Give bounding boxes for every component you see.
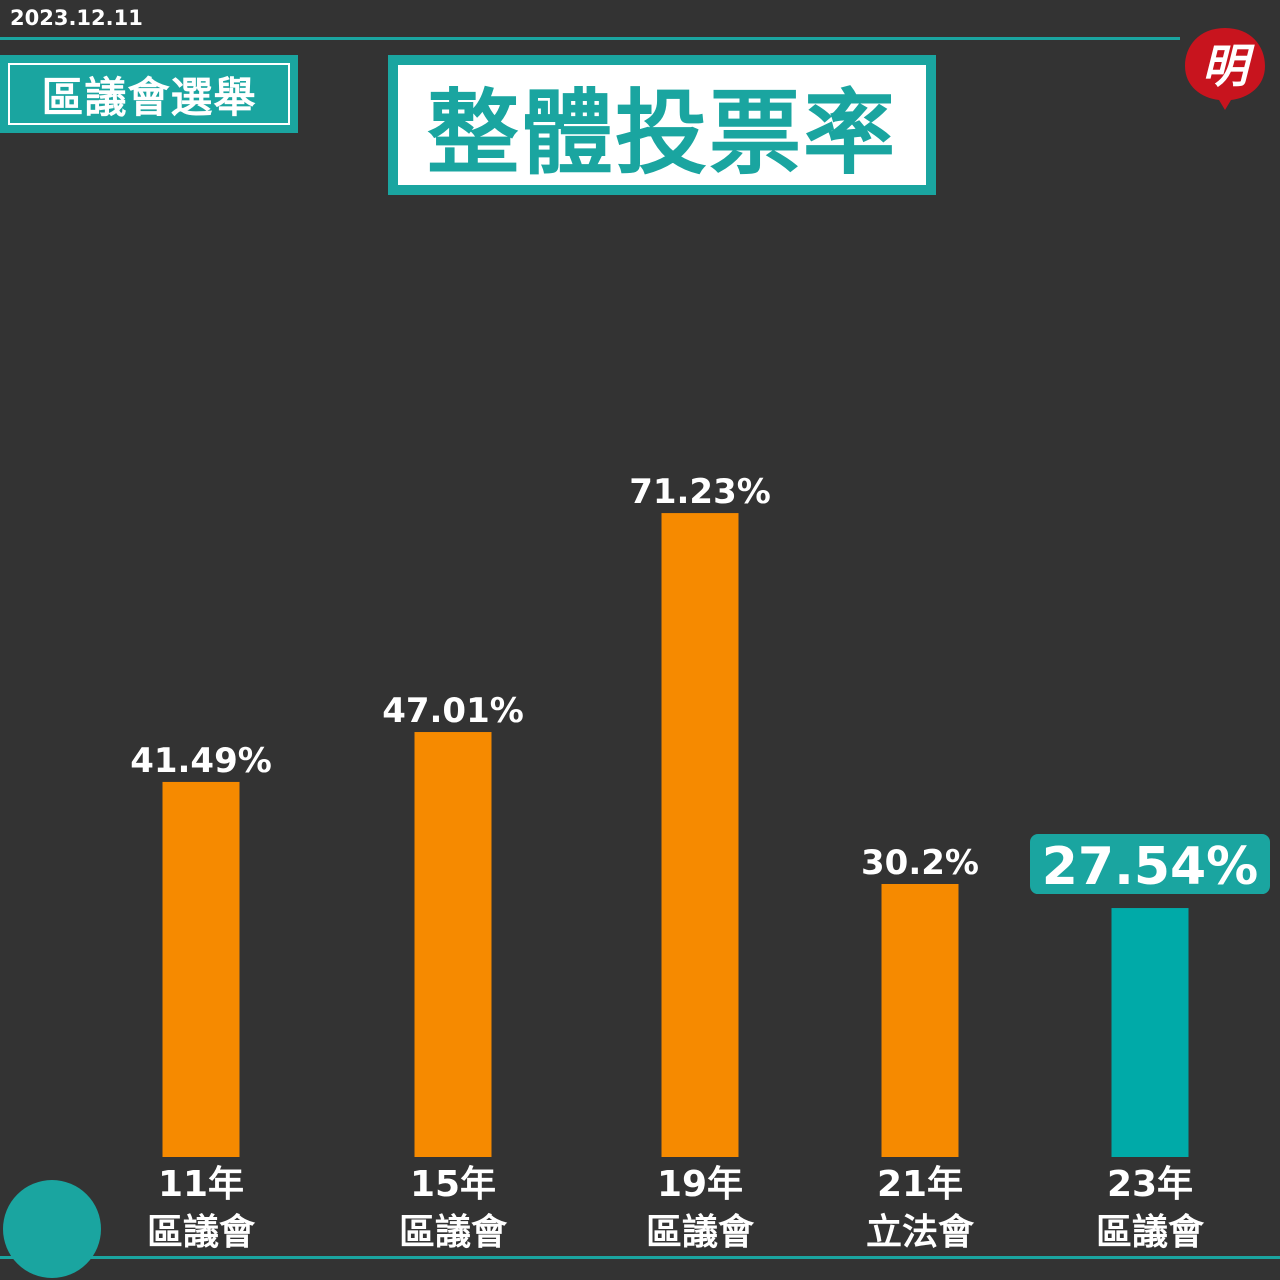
category-body-label: 區議會: [399, 1212, 508, 1253]
bar: [661, 513, 739, 1157]
highlight-label-background: [1030, 834, 1270, 895]
category-body-label: 區議會: [646, 1212, 755, 1253]
decorative-circle: [3, 1180, 101, 1278]
title-box: 整體投票率: [388, 55, 936, 195]
category-year-label: 19年: [657, 1164, 743, 1205]
data-label: 27.54%: [1042, 837, 1259, 897]
bar: [162, 781, 240, 1157]
date-stamp: 2023.12.11: [10, 6, 143, 30]
category-year-label: 23年: [1107, 1164, 1193, 1205]
category-body-label: 區議會: [147, 1212, 256, 1253]
brand-logo-text: 明: [1202, 39, 1255, 93]
top-divider: [0, 37, 1180, 40]
bar: [881, 883, 959, 1157]
category-tag-label: 區議會選舉: [8, 63, 290, 125]
data-label: 41.49%: [130, 741, 272, 781]
category-year-label: 15年: [410, 1164, 496, 1205]
category-year-label: 11年: [158, 1164, 244, 1205]
category-year-label: 21年: [877, 1164, 963, 1205]
bar: [1111, 908, 1189, 1157]
page-title: 整體投票率: [398, 65, 926, 187]
category-body-label: 立法會: [866, 1212, 975, 1253]
data-label: 30.2%: [861, 843, 979, 883]
category-body-label: 區議會: [1096, 1212, 1205, 1253]
data-label: 47.01%: [382, 691, 524, 731]
brand-logo-icon: 明: [1185, 28, 1265, 110]
bar: [414, 732, 492, 1157]
bottom-divider: [0, 1256, 1280, 1259]
data-label: 71.23%: [629, 472, 771, 512]
category-tag: 區議會選舉: [0, 55, 298, 133]
